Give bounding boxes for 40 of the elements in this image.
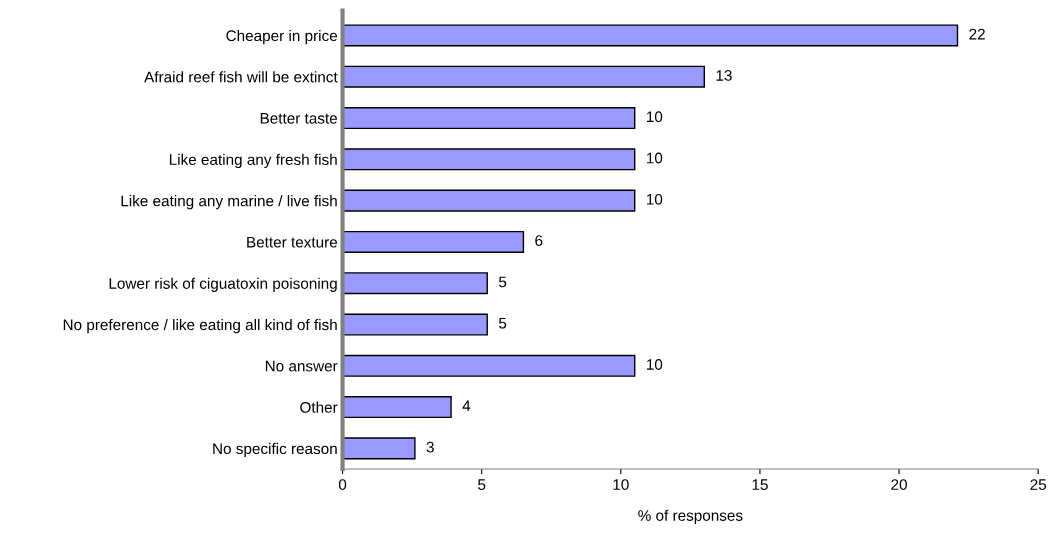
data-label: 5 xyxy=(498,317,507,329)
x-axis-title: % of responses xyxy=(638,509,743,524)
bar xyxy=(342,272,488,295)
y-tick-label: Like eating any fresh fish xyxy=(169,153,337,169)
bar xyxy=(342,354,636,377)
y-tick-label: Afraid reef fish will be extinct xyxy=(144,71,338,83)
y-tick-label: No preference / like eating all kind of fish xyxy=(63,318,337,334)
y-tick-label: No specific reason xyxy=(213,442,337,458)
y-tick-label: No answer xyxy=(265,360,338,372)
data-label: 10 xyxy=(646,111,663,123)
y-tick-label: Other xyxy=(300,401,338,413)
bar xyxy=(342,313,488,336)
bar xyxy=(342,189,636,212)
y-tick-label: Better texture xyxy=(247,236,338,248)
data-label: 6 xyxy=(535,235,543,247)
y-tick-label: Like eating any marine / live fish xyxy=(121,195,337,210)
data-label: 10 xyxy=(646,359,663,370)
data-label: 13 xyxy=(716,70,732,81)
y-tick-label: Better taste xyxy=(260,113,338,124)
data-label: 3 xyxy=(426,441,434,453)
x-tick-label: 25 xyxy=(1030,479,1047,490)
data-label: 10 xyxy=(646,152,663,164)
bar xyxy=(342,437,416,460)
bar xyxy=(342,230,525,253)
x-tick-label: 15 xyxy=(752,479,768,490)
bar xyxy=(342,24,959,47)
x-tick-label: 0 xyxy=(338,479,347,490)
data-label: 22 xyxy=(969,28,985,40)
bar xyxy=(342,396,452,419)
x-tick-label: 20 xyxy=(891,479,907,490)
x-tick-label: 5 xyxy=(478,479,486,490)
y-tick-label: Lower risk of ciguatoxin poisoning xyxy=(109,277,337,292)
bar xyxy=(342,107,636,130)
data-label: 4 xyxy=(462,400,471,412)
data-label: 5 xyxy=(498,276,507,288)
y-tick-label: Cheaper in price xyxy=(226,29,338,45)
bar xyxy=(342,65,705,88)
bar xyxy=(342,148,636,171)
data-label: 10 xyxy=(646,193,663,205)
x-tick-label: 10 xyxy=(613,479,629,490)
